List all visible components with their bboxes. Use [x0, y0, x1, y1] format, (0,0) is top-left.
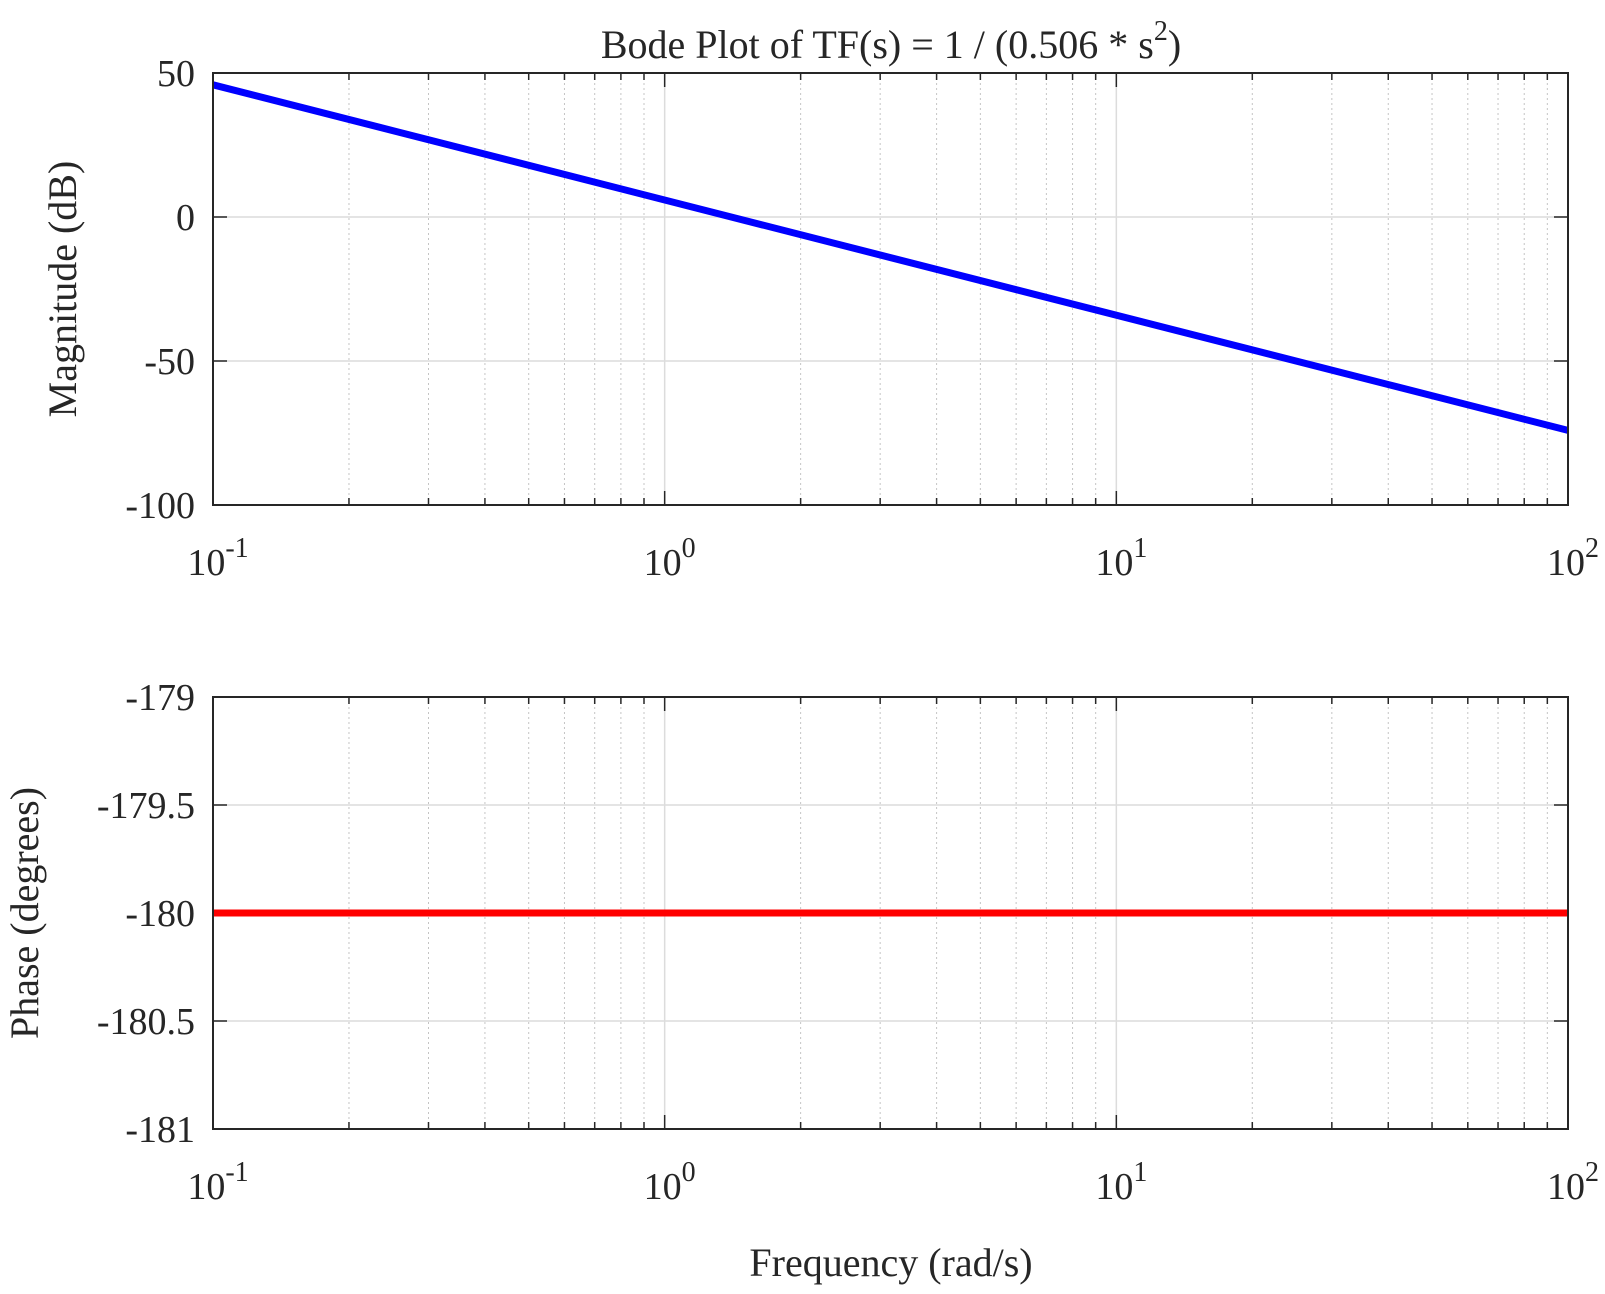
chart-title: Bode Plot of TF(s) = 1 / (0.506 * s2) [601, 16, 1181, 67]
phase-subplot: 10-1 100 101 102 -179 -179.5 -180 -180.5 -181 Pha… [2, 677, 1599, 1208]
phase-axes-box [212, 696, 1569, 1130]
magnitude-y-axis-label: Magnitude (dB) [40, 161, 85, 418]
magnitude-series-line [212, 81, 1569, 434]
magnitude-x-tick-label: 102 [1547, 533, 1599, 584]
phase-y-tick-label: -181 [125, 1109, 195, 1151]
phase-y-tick-label: -180 [125, 893, 195, 935]
chart-title-main: Bode Plot of TF(s) = 1 / (0.506 * s [601, 22, 1154, 67]
magnitude-y-tick-label: 50 [157, 53, 195, 95]
phase-y-axis-label: Phase (degrees) [2, 787, 47, 1039]
magnitude-x-tick-label: 100 [644, 533, 696, 584]
magnitude-x-tick-label: 101 [1095, 533, 1147, 584]
phase-y-tick-label: -180.5 [97, 1001, 195, 1043]
phase-y-tick-label: -179.5 [97, 785, 195, 827]
phase-x-tick-label: 10-1 [187, 1157, 248, 1208]
chart-title-suffix: ) [1168, 22, 1181, 67]
magnitude-x-tick-label: 10-1 [187, 533, 248, 584]
magnitude-subplot: 10-1 100 101 102 50 0 -50 -100 Magnitude (dB) [40, 53, 1599, 584]
phase-x-tick-label: 101 [1095, 1157, 1147, 1208]
magnitude-y-tick-label: -100 [125, 485, 195, 527]
magnitude-y-tick-label: -50 [144, 341, 195, 383]
phase-x-tick-label: 102 [1547, 1157, 1599, 1208]
chart-title-superscript: 2 [1154, 16, 1168, 47]
magnitude-axes-box [212, 72, 1569, 506]
x-axis-label: Frequency (rad/s) [749, 1240, 1032, 1285]
phase-x-tick-label: 100 [644, 1157, 696, 1208]
phase-y-tick-label: -179 [125, 677, 195, 719]
magnitude-y-tick-label: 0 [176, 197, 195, 239]
